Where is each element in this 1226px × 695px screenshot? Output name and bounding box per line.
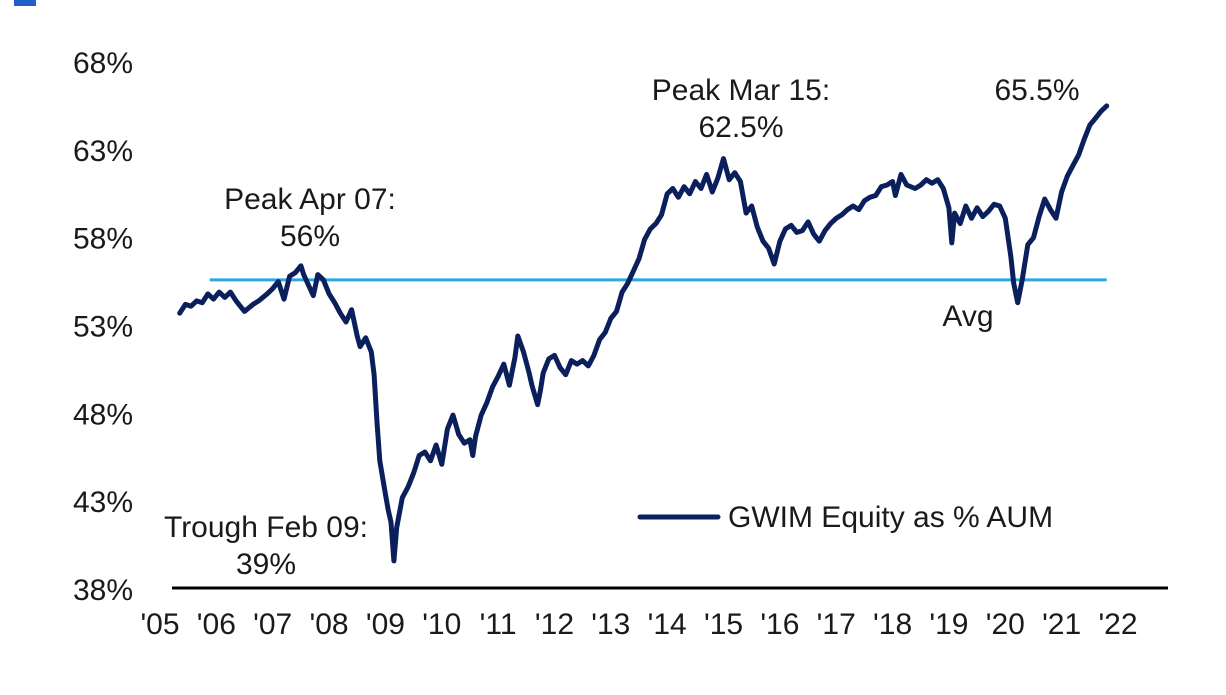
x-tick-label: '08: [310, 608, 349, 641]
x-tick-label: '16: [760, 608, 799, 641]
x-tick-label: '09: [366, 608, 405, 641]
x-tick-label: '21: [1042, 608, 1081, 641]
y-tick-label: 58%: [73, 223, 133, 256]
legend-label: GWIM Equity as % AUM: [728, 501, 1053, 534]
x-tick-label: '11: [480, 608, 517, 641]
annotation-label: 62.5%: [698, 111, 783, 144]
y-tick-label: 53%: [73, 311, 133, 344]
annotation-label: 56%: [280, 220, 340, 253]
y-tick-label: 68%: [73, 47, 133, 80]
y-tick-label: 48%: [73, 398, 133, 431]
x-tick-label: '19: [929, 608, 968, 641]
x-tick-label: '18: [873, 608, 912, 641]
x-tick-label: '12: [535, 608, 574, 641]
x-tick-label: '10: [422, 608, 461, 641]
annotation-label: Trough Feb 09:: [164, 511, 368, 544]
x-tick-label: '22: [1098, 608, 1137, 641]
annotation-label: 39%: [236, 548, 296, 581]
annotation-label: 65.5%: [994, 74, 1079, 107]
series-line-1: [177, 103, 1110, 564]
x-tick-label: '14: [648, 608, 687, 641]
y-tick-label: 43%: [73, 486, 133, 519]
x-tick-label: '17: [817, 608, 856, 641]
x-tick-label: '13: [591, 608, 630, 641]
average-label: Avg: [942, 300, 993, 333]
x-tick-label: '07: [253, 608, 292, 641]
annotation-label: Peak Apr 07:: [224, 183, 396, 216]
x-tick-label: '06: [197, 608, 236, 641]
x-tick-label: '20: [986, 608, 1025, 641]
x-tick-label: '05: [140, 608, 179, 641]
annotation-label: Peak Mar 15:: [652, 74, 830, 107]
x-tick-label: '15: [704, 608, 743, 641]
y-tick-label: 38%: [73, 574, 133, 607]
y-tick-label: 63%: [73, 135, 133, 168]
header-marker: [14, 0, 36, 6]
